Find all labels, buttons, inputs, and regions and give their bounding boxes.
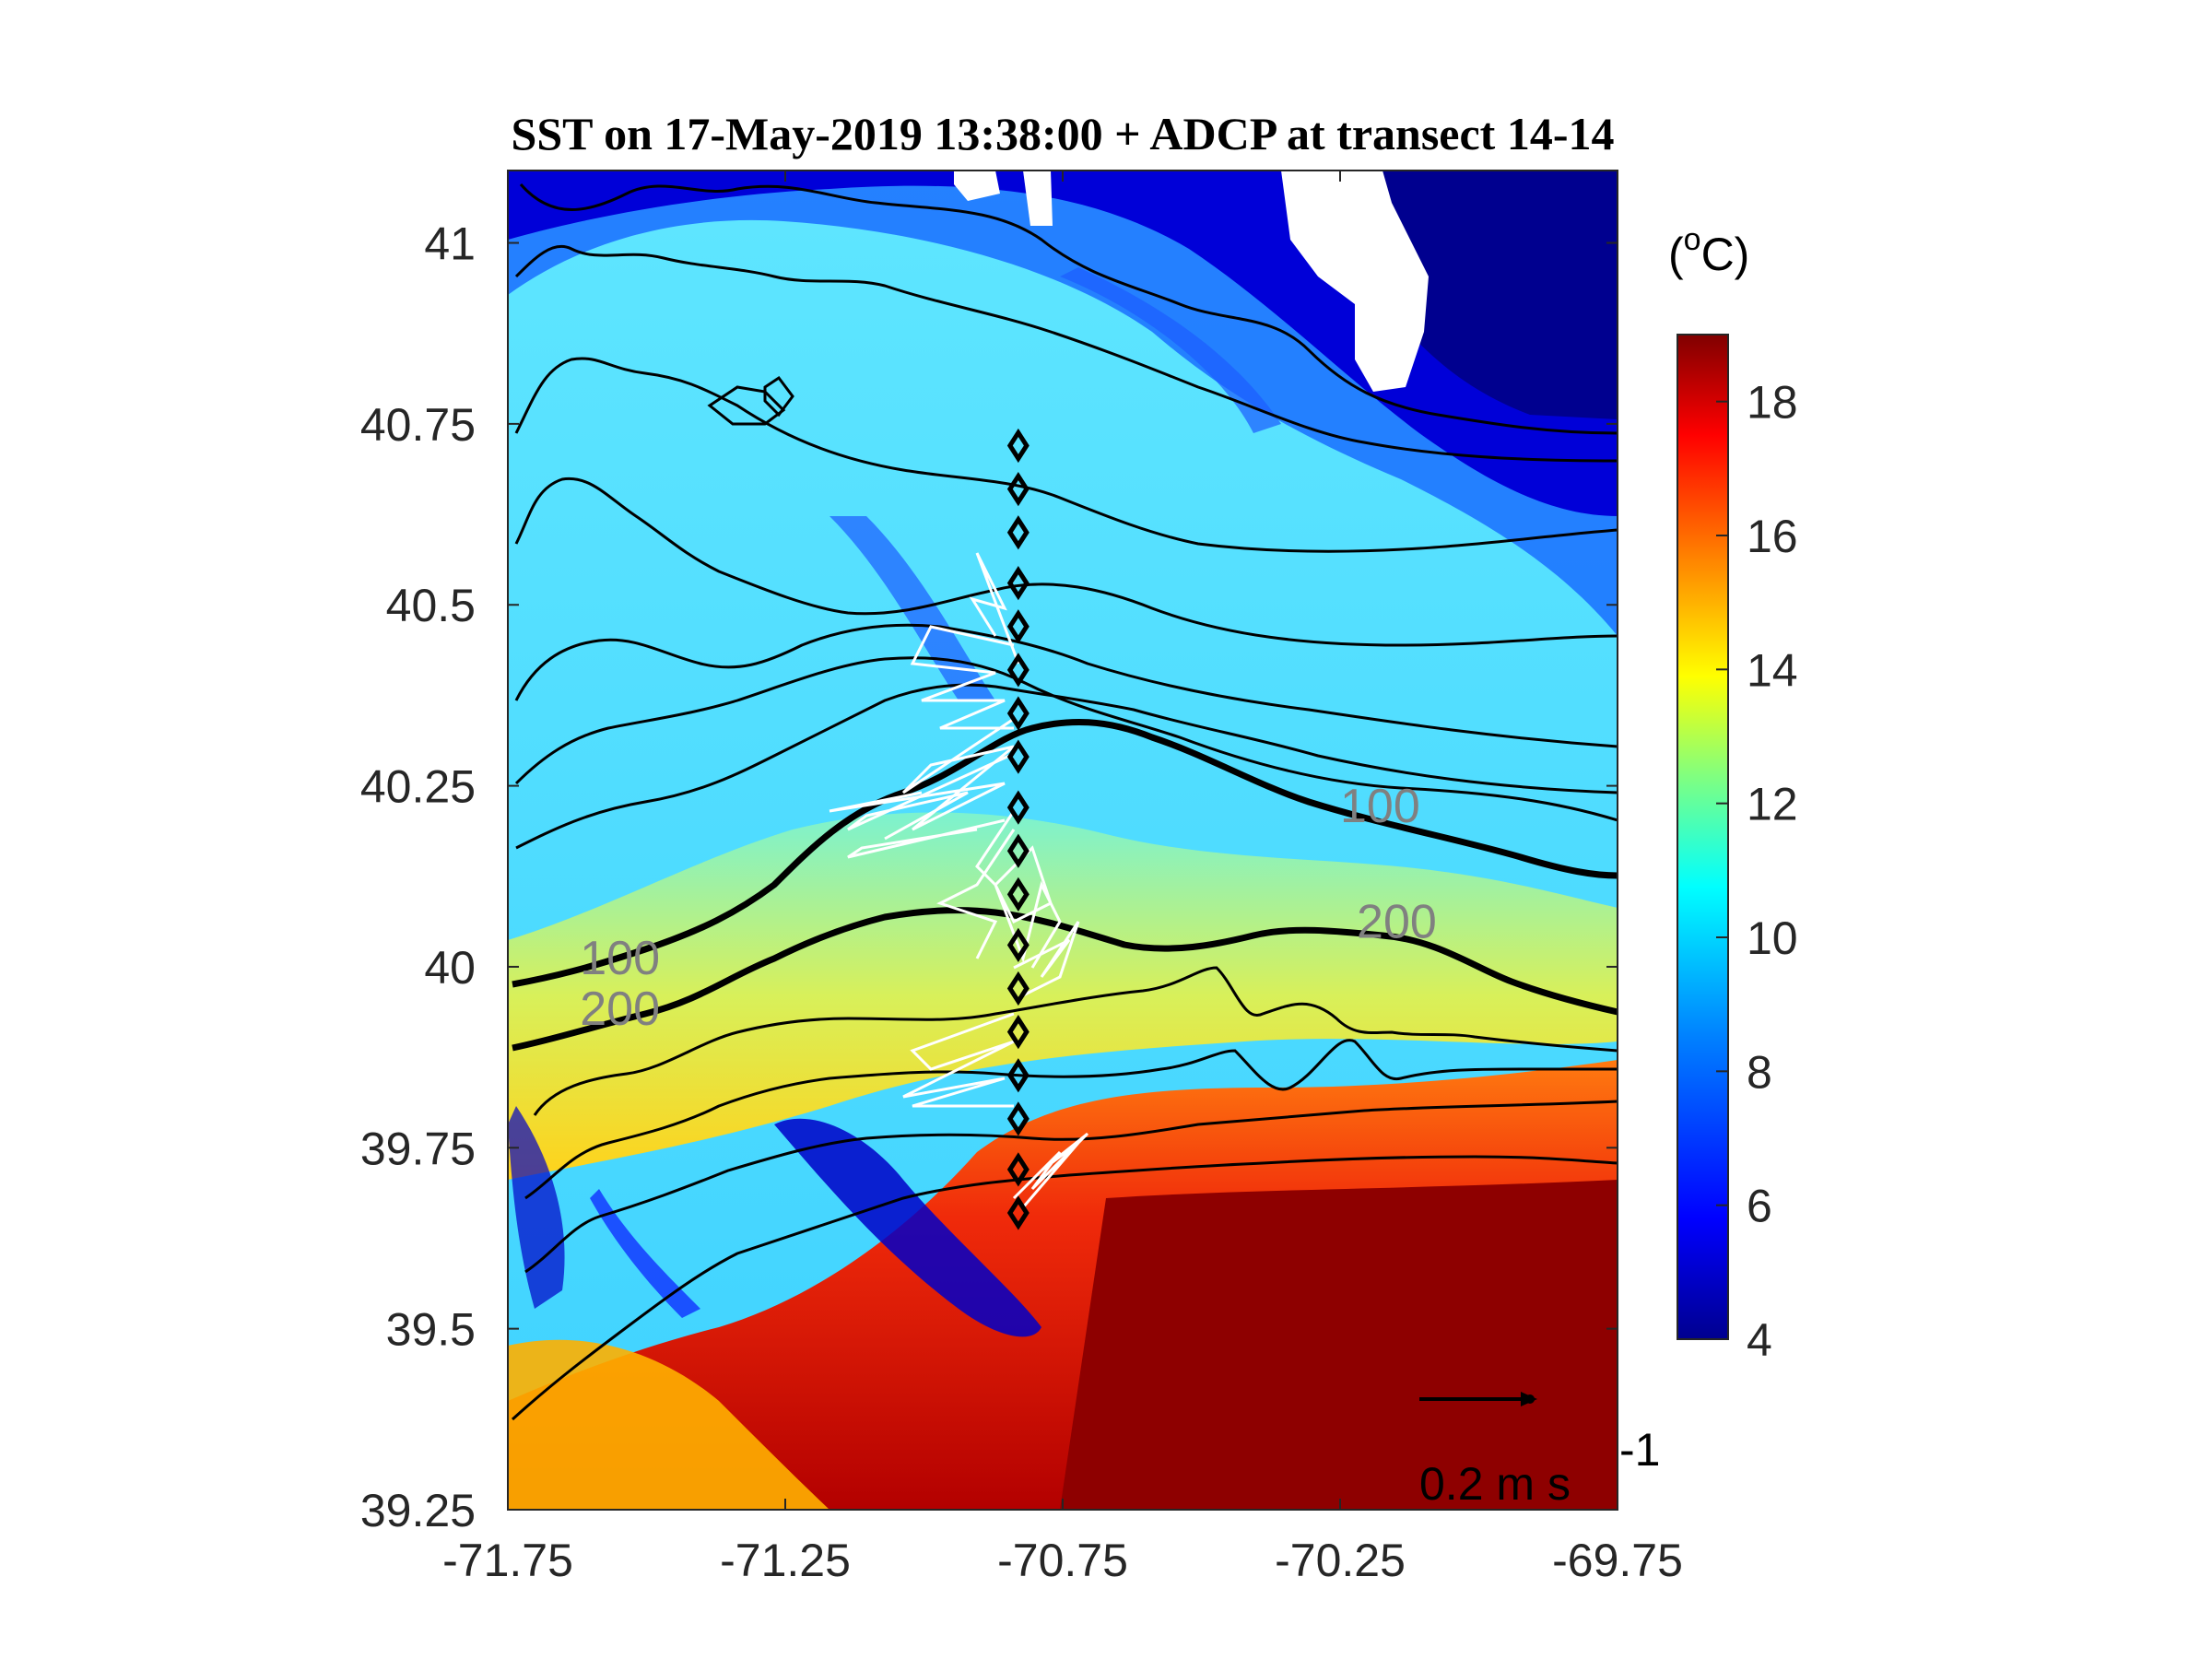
colorbar-tick-label: 12 <box>1747 779 1798 830</box>
colorbar-tick-label: 18 <box>1747 377 1798 429</box>
station-marker <box>1006 1195 1030 1230</box>
scale-vector-exponent: -1 <box>1619 1424 1660 1476</box>
y-tick-label: 39.5 <box>386 1304 476 1356</box>
adcp-velocity-vectors <box>829 552 1089 1208</box>
station-marker <box>1006 877 1030 912</box>
y-tick-label: 39.25 <box>360 1485 476 1536</box>
station-marker <box>1006 1015 1030 1050</box>
station-marker <box>1006 1101 1030 1136</box>
scale-vector-label: 0.2 m s <box>1419 1458 1571 1510</box>
station-marker <box>1006 471 1030 507</box>
colorbar-tick-label: 16 <box>1747 511 1798 562</box>
station-marker <box>1006 1058 1030 1093</box>
station-marker <box>1006 696 1030 731</box>
chart-title: SST on 17-May-2019 13:38:00 + ADCP at tr… <box>512 108 1615 159</box>
colorbar-ticks: 4 6 8 10 12 14 16 18 <box>1716 377 1798 1366</box>
x-tick-label: -71.75 <box>442 1535 573 1586</box>
colorbar <box>1677 334 1729 1340</box>
x-tick-label: -70.25 <box>1275 1535 1406 1586</box>
colorbar-tick-label: 14 <box>1747 644 1798 696</box>
scale-vector <box>1419 1392 1537 1406</box>
station-marker <box>1006 927 1030 963</box>
station-marker <box>1006 609 1030 644</box>
y-tick-label: 39.75 <box>360 1123 476 1174</box>
station-marker <box>1006 566 1030 601</box>
isobath-label: 100 <box>1340 780 1420 833</box>
colorbar-tick-label: 10 <box>1747 912 1798 964</box>
station-marker <box>1006 790 1030 825</box>
colorbar-label-unit: C) <box>1701 229 1750 280</box>
isobath-label: 100 <box>580 932 660 985</box>
colorbar-tick-label: 8 <box>1747 1046 1772 1098</box>
colorbar-label-open: ( <box>1668 229 1684 280</box>
y-tick-label: 40 <box>424 942 476 994</box>
station-marker <box>1006 833 1030 868</box>
y-tick-label: 40.75 <box>360 399 476 451</box>
x-tick-label: -70.75 <box>997 1535 1128 1586</box>
y-tick-label: 40.5 <box>386 580 476 631</box>
station-marker <box>1006 653 1030 688</box>
isobath-contours <box>511 183 1618 1421</box>
colorbar-label-degree: o <box>1684 222 1701 257</box>
y-tick-label: 41 <box>424 218 476 270</box>
x-axis-ticks: -71.75 -71.25 -70.75 -70.25 -69.75 <box>442 171 1683 1586</box>
colorbar-tick-label: 4 <box>1747 1314 1772 1366</box>
isobath-label: 200 <box>580 982 660 1036</box>
station-marker <box>1006 515 1030 550</box>
station-marker <box>1006 1152 1030 1187</box>
adcp-station-markers <box>1006 428 1030 1230</box>
colorbar-label: (oC) <box>1668 222 1749 280</box>
station-marker <box>1006 971 1030 1006</box>
station-marker <box>1006 428 1030 464</box>
x-tick-label: -71.25 <box>720 1535 851 1586</box>
isobath-label: 200 <box>1357 896 1437 949</box>
colorbar-tick-label: 6 <box>1747 1181 1772 1232</box>
y-axis-ticks: 39.25 39.5 39.75 40 40.25 40.5 40.75 41 <box>360 218 1618 1536</box>
x-tick-label: -69.75 <box>1552 1535 1683 1586</box>
station-marker <box>1006 739 1030 774</box>
y-tick-label: 40.25 <box>360 761 476 813</box>
